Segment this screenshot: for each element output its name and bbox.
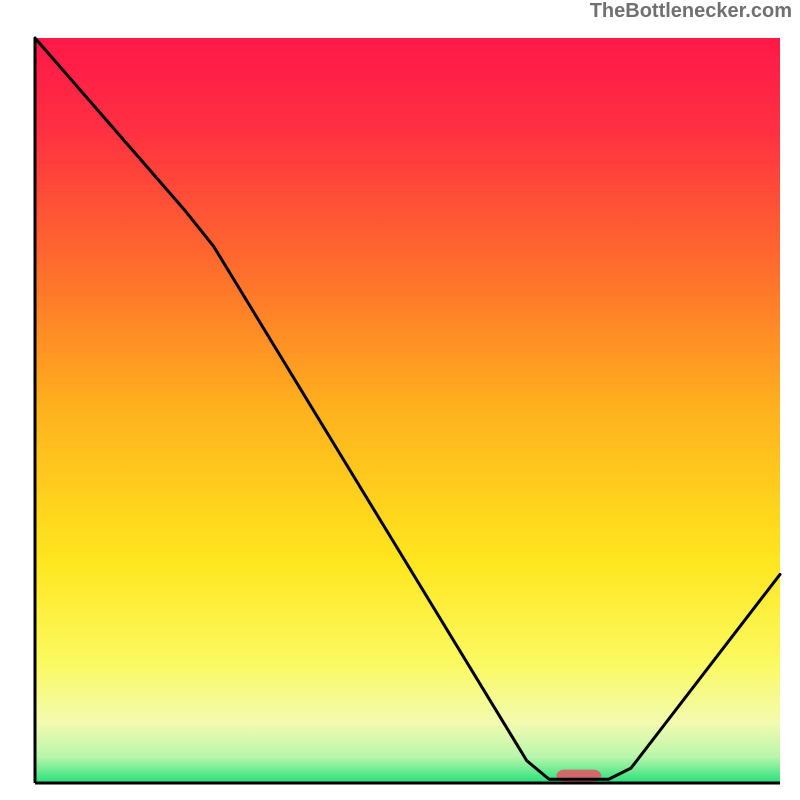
plot-background xyxy=(35,38,780,783)
watermark-text: TheBottlenecker.com xyxy=(590,0,792,23)
chart-svg xyxy=(0,0,800,800)
bottleneck-chart: TheBottlenecker.com xyxy=(0,0,800,800)
